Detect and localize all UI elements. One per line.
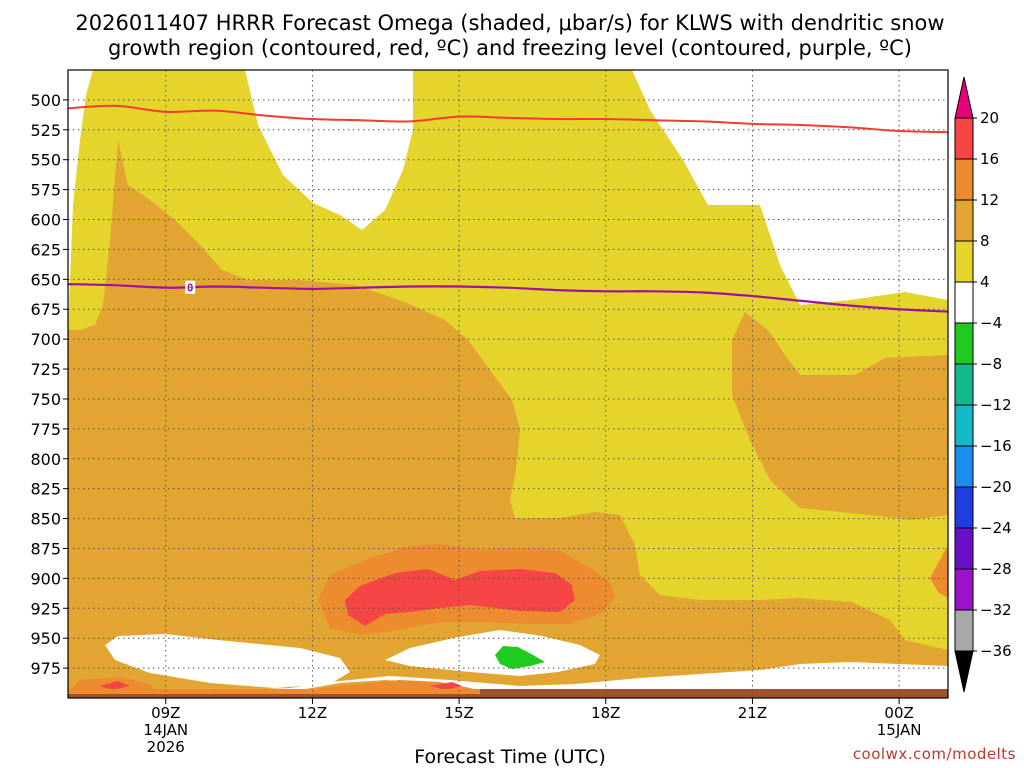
terrain-strip: [68, 689, 948, 698]
x-tick-label: 12Z: [298, 704, 327, 722]
colorbar-label: −24: [980, 519, 1012, 537]
dendritic-growth-contour-line: [68, 104, 948, 134]
y-tick-label: 625: [30, 240, 61, 259]
y-tick-label: 775: [30, 420, 61, 439]
x-tick-label: 15Z: [444, 704, 473, 722]
colorbar-label: 20: [980, 109, 999, 127]
freezing-level-contour-line: [68, 283, 948, 313]
y-tick-label: 900: [30, 569, 61, 588]
x-tick-label: 18Z: [591, 704, 620, 722]
omega-region-neutral-lower-2: [385, 630, 600, 676]
x-tick-label: 2026: [147, 738, 185, 756]
y-tick-label: 825: [30, 480, 61, 499]
omega-region-16-to-20-surface-2: [430, 682, 462, 690]
x-tick-label: 14JAN: [143, 721, 188, 739]
colorbar-band: [954, 486, 974, 529]
y-tick-label: 725: [30, 360, 61, 379]
colorbar-band: [954, 322, 974, 365]
colorbar-band: [954, 527, 974, 570]
freezing-level-label-background: [185, 280, 196, 294]
colorbar-band: [954, 609, 974, 652]
colorbar-label: 4: [980, 273, 990, 291]
colorbar-label: −32: [980, 601, 1012, 619]
colorbar-band: [954, 404, 974, 447]
omega-region-neutral-lower: [105, 634, 350, 688]
omega-region-8-to-12: [68, 140, 948, 698]
colorbar-band: [954, 445, 974, 488]
x-tick-label: 09Z: [151, 704, 180, 722]
y-tick-label: 850: [30, 510, 61, 529]
colorbar-label: −36: [980, 642, 1012, 660]
y-tick-label: 600: [30, 211, 61, 230]
x-tick-label: 15JAN: [877, 721, 922, 739]
x-tick-label: 00Z: [884, 704, 913, 722]
colorbar-label: 12: [980, 191, 999, 209]
y-tick-label: 650: [30, 270, 61, 289]
colorbar-label: 16: [980, 150, 999, 168]
colorbar-label: 8: [980, 232, 990, 250]
y-tick-label: 750: [30, 390, 61, 409]
plot-frame: [67, 69, 949, 699]
colorbar-top-arrow: [954, 76, 974, 119]
y-tick-label: 950: [30, 629, 61, 648]
x-tick-label: 21Z: [738, 704, 767, 722]
colorbar: 20 16 12 8 4 −4 −8 −12 −16 −20 −24 −28 −32 −36: [954, 76, 1012, 693]
grid: [68, 70, 948, 698]
y-axis: 500 525 550 575 600 625 650 675 700 725 750 775 800 8…: [30, 91, 68, 678]
y-tick-label: 675: [30, 300, 61, 319]
colorbar-label: −8: [980, 355, 1002, 373]
chart-title-line-2: growth region (contoured, red, ºC) and f…: [108, 36, 912, 60]
colorbar-label: −16: [980, 437, 1012, 455]
terrain-strip-orange: [68, 689, 480, 694]
y-tick-label: 500: [30, 91, 61, 110]
site-credit: coolwx.com/modelts: [853, 745, 1016, 763]
colorbar-band: [954, 568, 974, 611]
colorbar-label: −4: [980, 314, 1002, 332]
x-axis-title: Forecast Time (UTC): [414, 746, 605, 768]
colorbar-band: [954, 281, 974, 324]
y-tick-label: 575: [30, 181, 61, 200]
omega-region-12-to-16-east: [930, 545, 948, 598]
colorbar-band: [954, 117, 974, 160]
colorbar-label: −28: [980, 560, 1012, 578]
colorbar-band: [954, 240, 974, 283]
omega-region-minus-8-to-minus-4: [495, 646, 545, 669]
y-tick-label: 550: [30, 151, 61, 170]
colorbar-band: [954, 158, 974, 201]
chart-title-line-1: 2026011407 HRRR Forecast Omega (shaded, …: [75, 11, 944, 35]
y-tick-label: 700: [30, 330, 61, 349]
omega-region-16-to-20: [345, 569, 575, 626]
y-tick-label: 800: [30, 450, 61, 469]
y-tick-label: 525: [30, 121, 61, 140]
colorbar-label: −20: [980, 478, 1012, 496]
y-tick-label: 925: [30, 599, 61, 618]
colorbar-band: [954, 199, 974, 242]
omega-region-16-to-20-surface: [100, 681, 130, 690]
y-tick-label: 975: [30, 659, 61, 678]
omega-region-8-to-12-east: [732, 312, 948, 520]
colorbar-band: [954, 363, 974, 406]
plot-area: [68, 70, 948, 698]
freezing-level-contour-label: 0: [187, 282, 194, 295]
colorbar-label: −12: [980, 396, 1012, 414]
y-tick-label: 875: [30, 539, 61, 558]
colorbar-bottom-arrow: [954, 650, 974, 693]
